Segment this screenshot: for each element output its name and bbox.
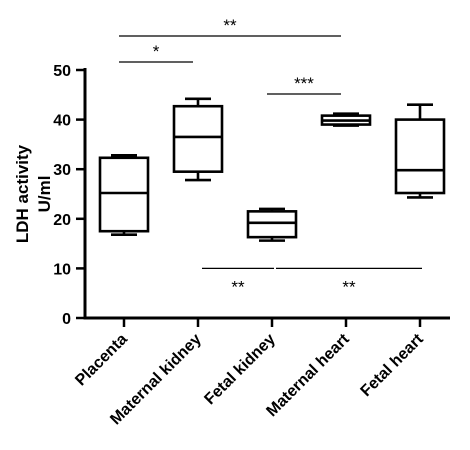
box-fetal-kidney bbox=[246, 207, 298, 242]
y-tick-label-30: 30 bbox=[53, 162, 71, 179]
y-axis-label-text: LDH activity U/ml bbox=[13, 144, 54, 243]
boxes bbox=[98, 97, 446, 242]
x-tick-label-placenta: Placenta bbox=[72, 331, 131, 390]
y-tick-label-50: 50 bbox=[53, 63, 71, 80]
box-iqr bbox=[98, 156, 150, 233]
significance-label: ** bbox=[231, 277, 245, 296]
y-tick-label-10: 10 bbox=[53, 261, 71, 278]
y-axis-label-line: U/ml bbox=[35, 176, 54, 213]
significance-fetal-kidney-maternal-heart: *** bbox=[267, 74, 341, 95]
box-placenta bbox=[98, 154, 150, 236]
significance-fetal-kidney-fetal-heart: ** bbox=[276, 267, 422, 296]
y-axis-label: LDH activity U/ml bbox=[13, 144, 54, 243]
significance-maternal-kidney-fetal-kidney: ** bbox=[202, 267, 274, 296]
box-maternal-heart bbox=[320, 112, 372, 127]
y-tick-label-40: 40 bbox=[53, 113, 71, 130]
significance-placenta-maternal-kidney: * bbox=[119, 42, 193, 63]
axes bbox=[83, 68, 450, 320]
box-maternal-kidney bbox=[172, 97, 224, 182]
box-iqr bbox=[394, 118, 446, 195]
x-tick-label-fetal-heart: Fetal heart bbox=[358, 330, 428, 400]
x-tick-label-fetal-kidney: Fetal kidney bbox=[201, 331, 278, 408]
box-iqr bbox=[172, 104, 224, 173]
y-ticks: 0 10 20 30 40 50 bbox=[53, 63, 85, 328]
y-tick-label-20: 20 bbox=[53, 212, 71, 229]
box-iqr bbox=[246, 210, 298, 239]
y-tick-label-0: 0 bbox=[62, 311, 71, 328]
significance-label: *** bbox=[294, 74, 314, 93]
significance-label: ** bbox=[223, 16, 237, 35]
significance-label: * bbox=[153, 42, 160, 61]
significance-label: ** bbox=[342, 277, 356, 296]
box-fetal-heart bbox=[394, 103, 446, 199]
y-axis-label-line: LDH activity bbox=[13, 144, 32, 243]
significance-annotations: ******** ** bbox=[119, 16, 422, 296]
significance-placenta-maternal-heart: ** bbox=[119, 16, 341, 37]
